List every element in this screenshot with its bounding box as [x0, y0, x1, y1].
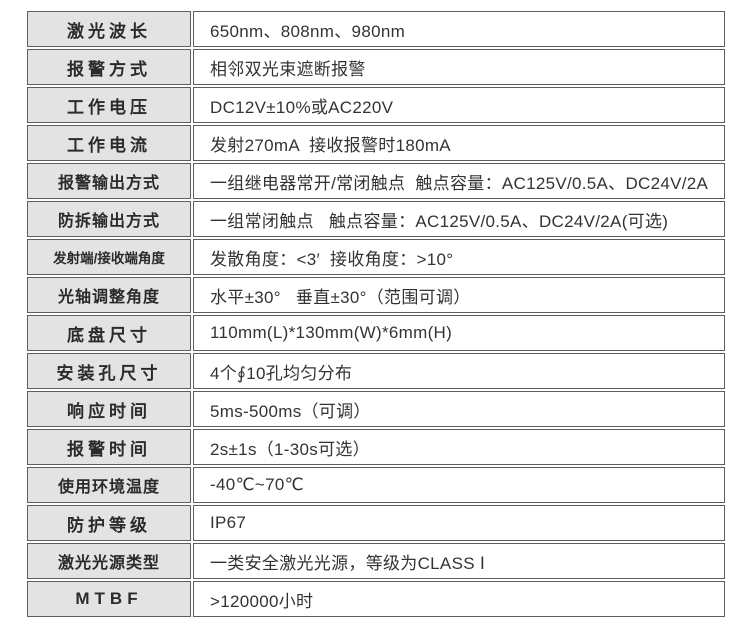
table-row: 激光光源类型 一类安全激光光源，等级为CLASS Ⅰ: [27, 543, 725, 579]
spec-value: 4个∮10孔均匀分布: [193, 353, 725, 389]
spec-value: 发散角度：<3′ 接收角度：>10°: [193, 239, 725, 275]
spec-value: >120000小时: [193, 581, 725, 617]
spec-value: 水平±30° 垂直±30°（范围可调）: [193, 277, 725, 313]
spec-table: 激光波长 650nm、808nm、980nm 报警方式 相邻双光束遮断报警 工作…: [25, 9, 727, 619]
spec-label: 防护等级: [27, 505, 191, 541]
table-row: 报警时间 2s±1s（1-30s可选）: [27, 429, 725, 465]
spec-value: -40℃~70℃: [193, 467, 725, 503]
spec-label: 响应时间: [27, 391, 191, 427]
table-row: 发射端/接收端角度 发散角度：<3′ 接收角度：>10°: [27, 239, 725, 275]
spec-value: 2s±1s（1-30s可选）: [193, 429, 725, 465]
spec-value: 发射270mA 接收报警时180mA: [193, 125, 725, 161]
table-row: 使用环境温度 -40℃~70℃: [27, 467, 725, 503]
table-row: 安装孔尺寸 4个∮10孔均匀分布: [27, 353, 725, 389]
table-row: 激光波长 650nm、808nm、980nm: [27, 11, 725, 47]
spec-label: 安装孔尺寸: [27, 353, 191, 389]
spec-label: 报警输出方式: [27, 163, 191, 199]
table-row: 工作电流 发射270mA 接收报警时180mA: [27, 125, 725, 161]
spec-label: 报警方式: [27, 49, 191, 85]
spec-label: 使用环境温度: [27, 467, 191, 503]
spec-label: 光轴调整角度: [27, 277, 191, 313]
table-row: MTBF >120000小时: [27, 581, 725, 617]
spec-label: 工作电流: [27, 125, 191, 161]
spec-label: 发射端/接收端角度: [27, 239, 191, 275]
spec-label: 工作电压: [27, 87, 191, 123]
table-row: 报警输出方式 一组继电器常开/常闭触点 触点容量：AC125V/0.5A、DC2…: [27, 163, 725, 199]
table-row: 防护等级 IP67: [27, 505, 725, 541]
spec-label: 底盘尺寸: [27, 315, 191, 351]
table-row: 防拆输出方式 一组常闭触点 触点容量：AC125V/0.5A、DC24V/2A(…: [27, 201, 725, 237]
spec-value: 650nm、808nm、980nm: [193, 11, 725, 47]
spec-label: 防拆输出方式: [27, 201, 191, 237]
spec-label: 激光光源类型: [27, 543, 191, 579]
spec-value: 一组常闭触点 触点容量：AC125V/0.5A、DC24V/2A(可选): [193, 201, 725, 237]
table-row: 报警方式 相邻双光束遮断报警: [27, 49, 725, 85]
table-row: 响应时间 5ms-500ms（可调）: [27, 391, 725, 427]
spec-value: 110mm(L)*130mm(W)*6mm(H): [193, 315, 725, 351]
spec-label: MTBF: [27, 581, 191, 617]
spec-value: 一组继电器常开/常闭触点 触点容量：AC125V/0.5A、DC24V/2A: [193, 163, 725, 199]
spec-label: 报警时间: [27, 429, 191, 465]
table-row: 光轴调整角度 水平±30° 垂直±30°（范围可调）: [27, 277, 725, 313]
table-row: 底盘尺寸 110mm(L)*130mm(W)*6mm(H): [27, 315, 725, 351]
spec-value: 一类安全激光光源，等级为CLASS Ⅰ: [193, 543, 725, 579]
spec-value: 5ms-500ms（可调）: [193, 391, 725, 427]
spec-value: DC12V±10%或AC220V: [193, 87, 725, 123]
spec-value: 相邻双光束遮断报警: [193, 49, 725, 85]
spec-value: IP67: [193, 505, 725, 541]
table-row: 工作电压 DC12V±10%或AC220V: [27, 87, 725, 123]
spec-label: 激光波长: [27, 11, 191, 47]
